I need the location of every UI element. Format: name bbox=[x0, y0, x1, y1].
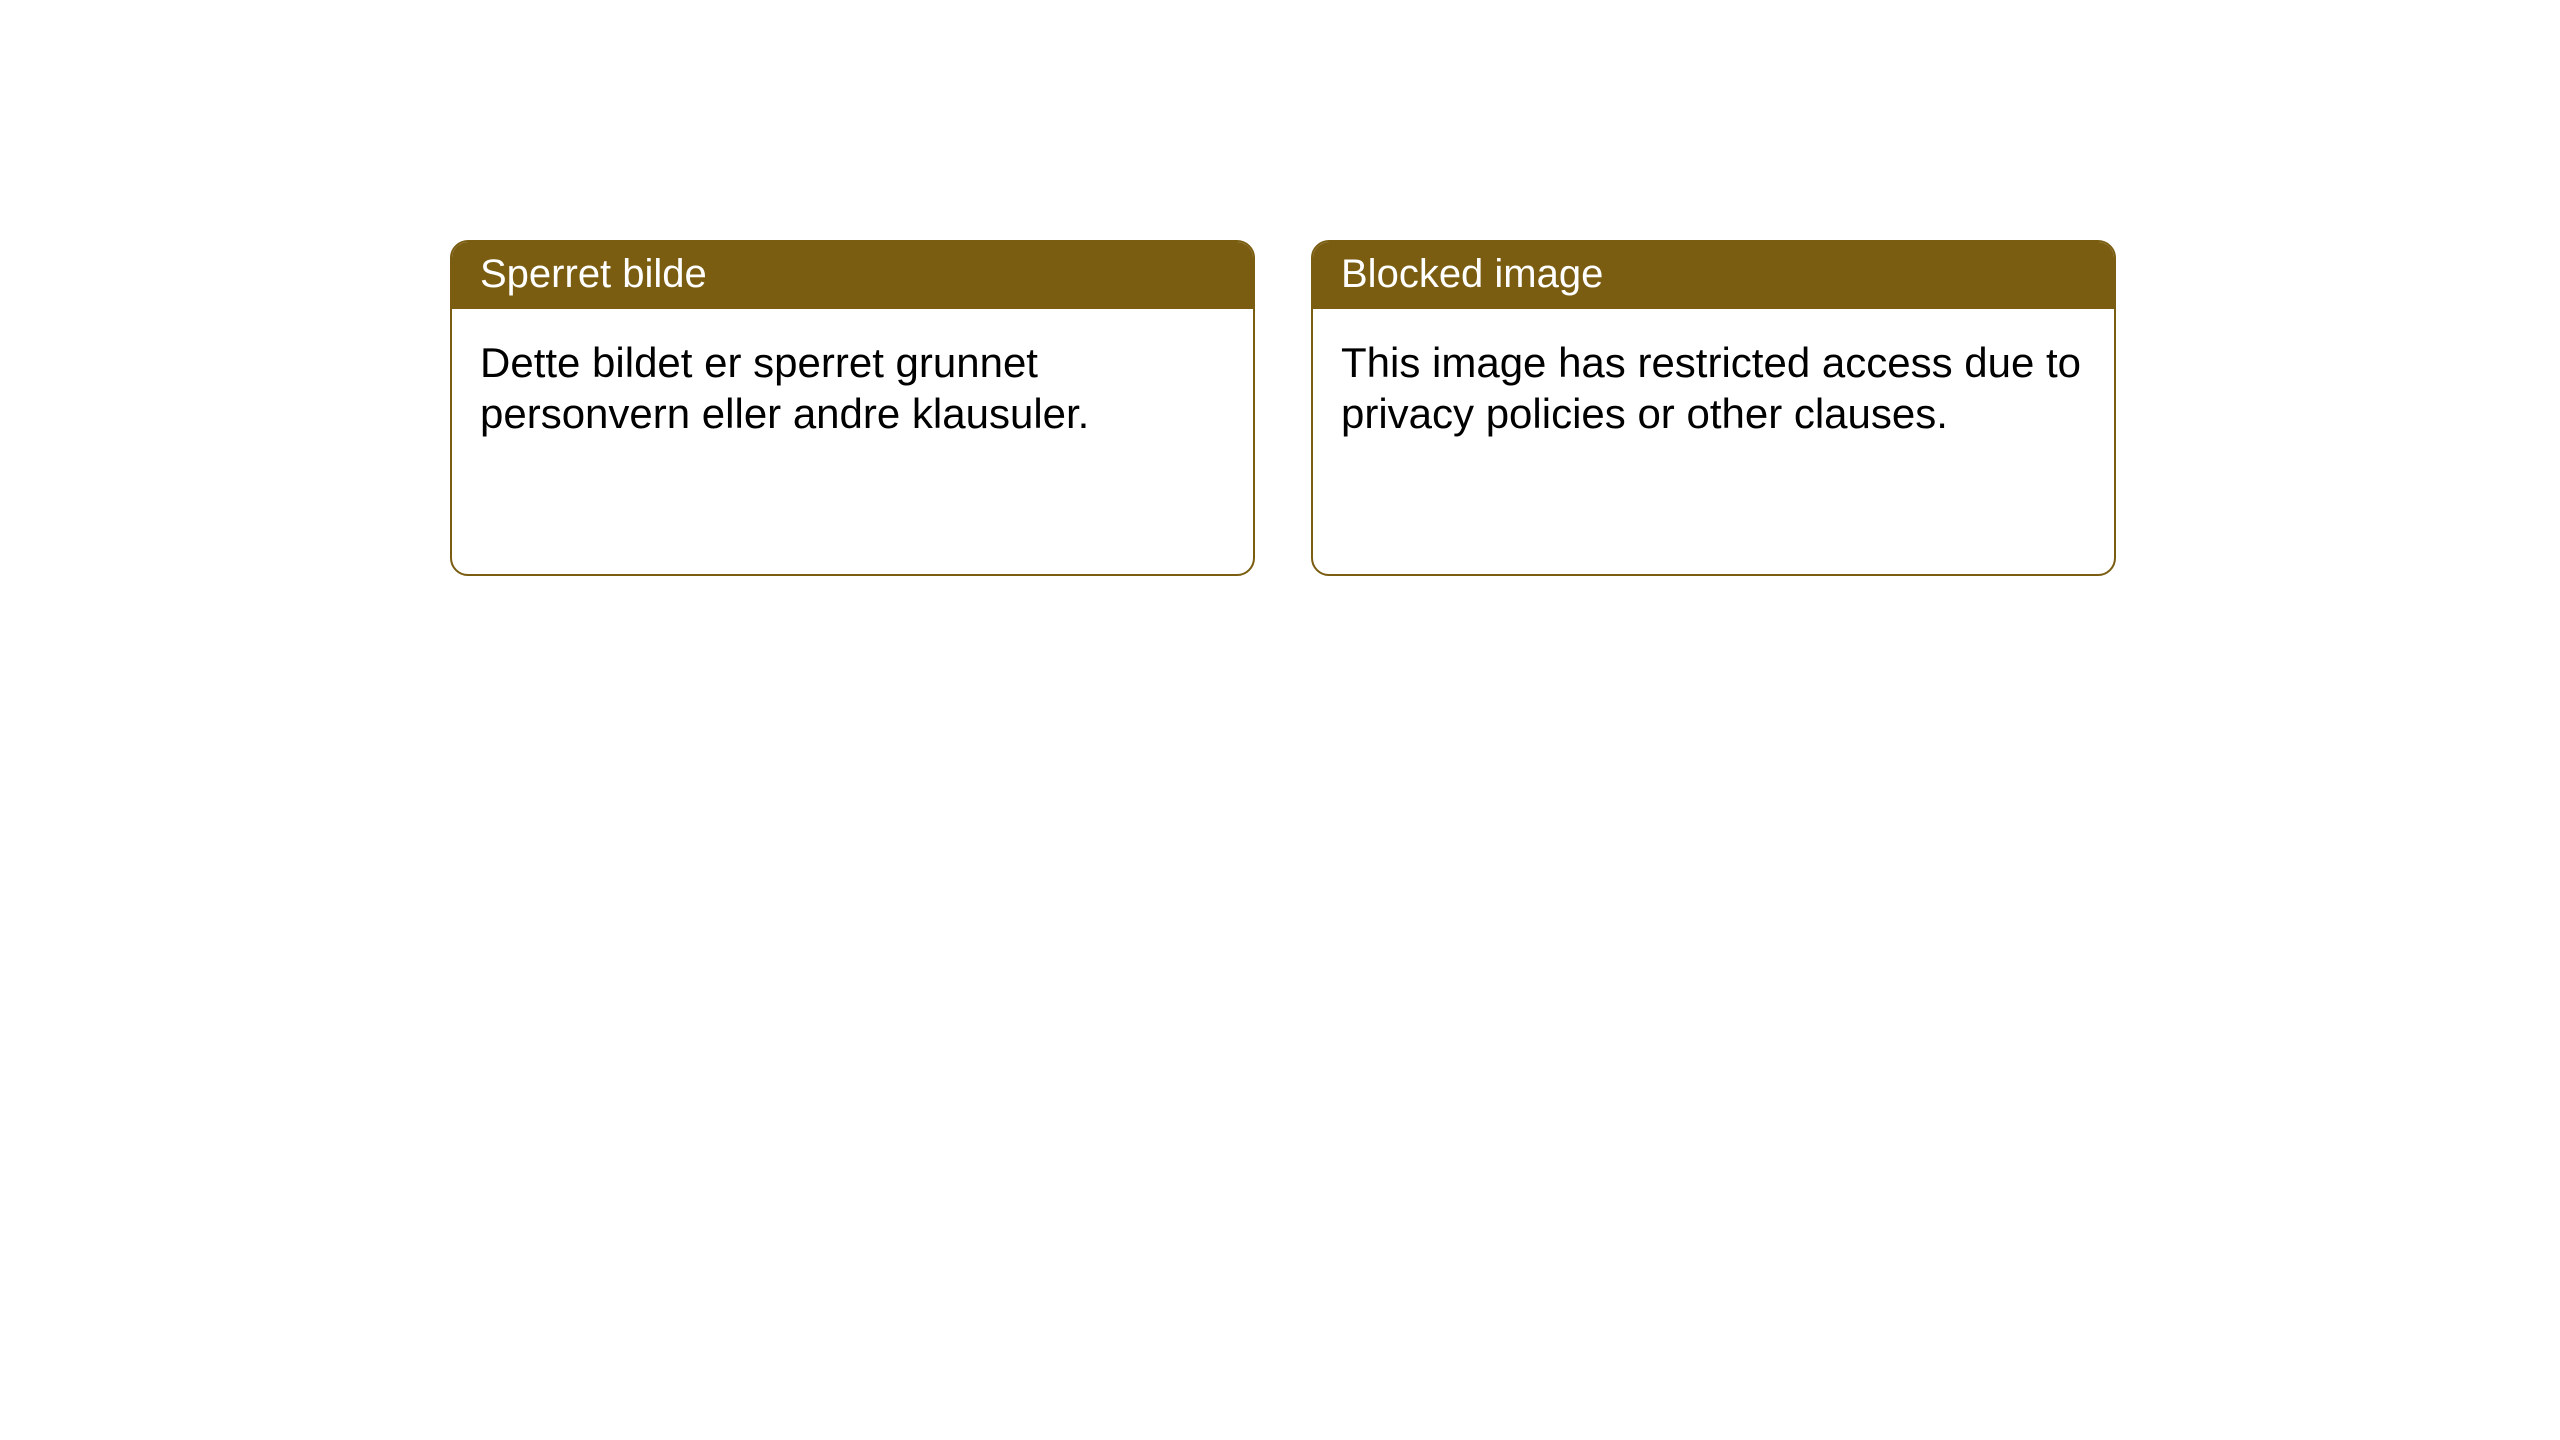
notice-title-en: Blocked image bbox=[1313, 242, 2114, 309]
notice-body-en: This image has restricted access due to … bbox=[1313, 309, 2114, 467]
notice-body-no: Dette bildet er sperret grunnet personve… bbox=[452, 309, 1253, 467]
notice-card-en: Blocked image This image has restricted … bbox=[1311, 240, 2116, 576]
notice-title-no: Sperret bilde bbox=[452, 242, 1253, 309]
notice-card-no: Sperret bilde Dette bildet er sperret gr… bbox=[450, 240, 1255, 576]
notice-container: Sperret bilde Dette bildet er sperret gr… bbox=[450, 240, 2116, 576]
